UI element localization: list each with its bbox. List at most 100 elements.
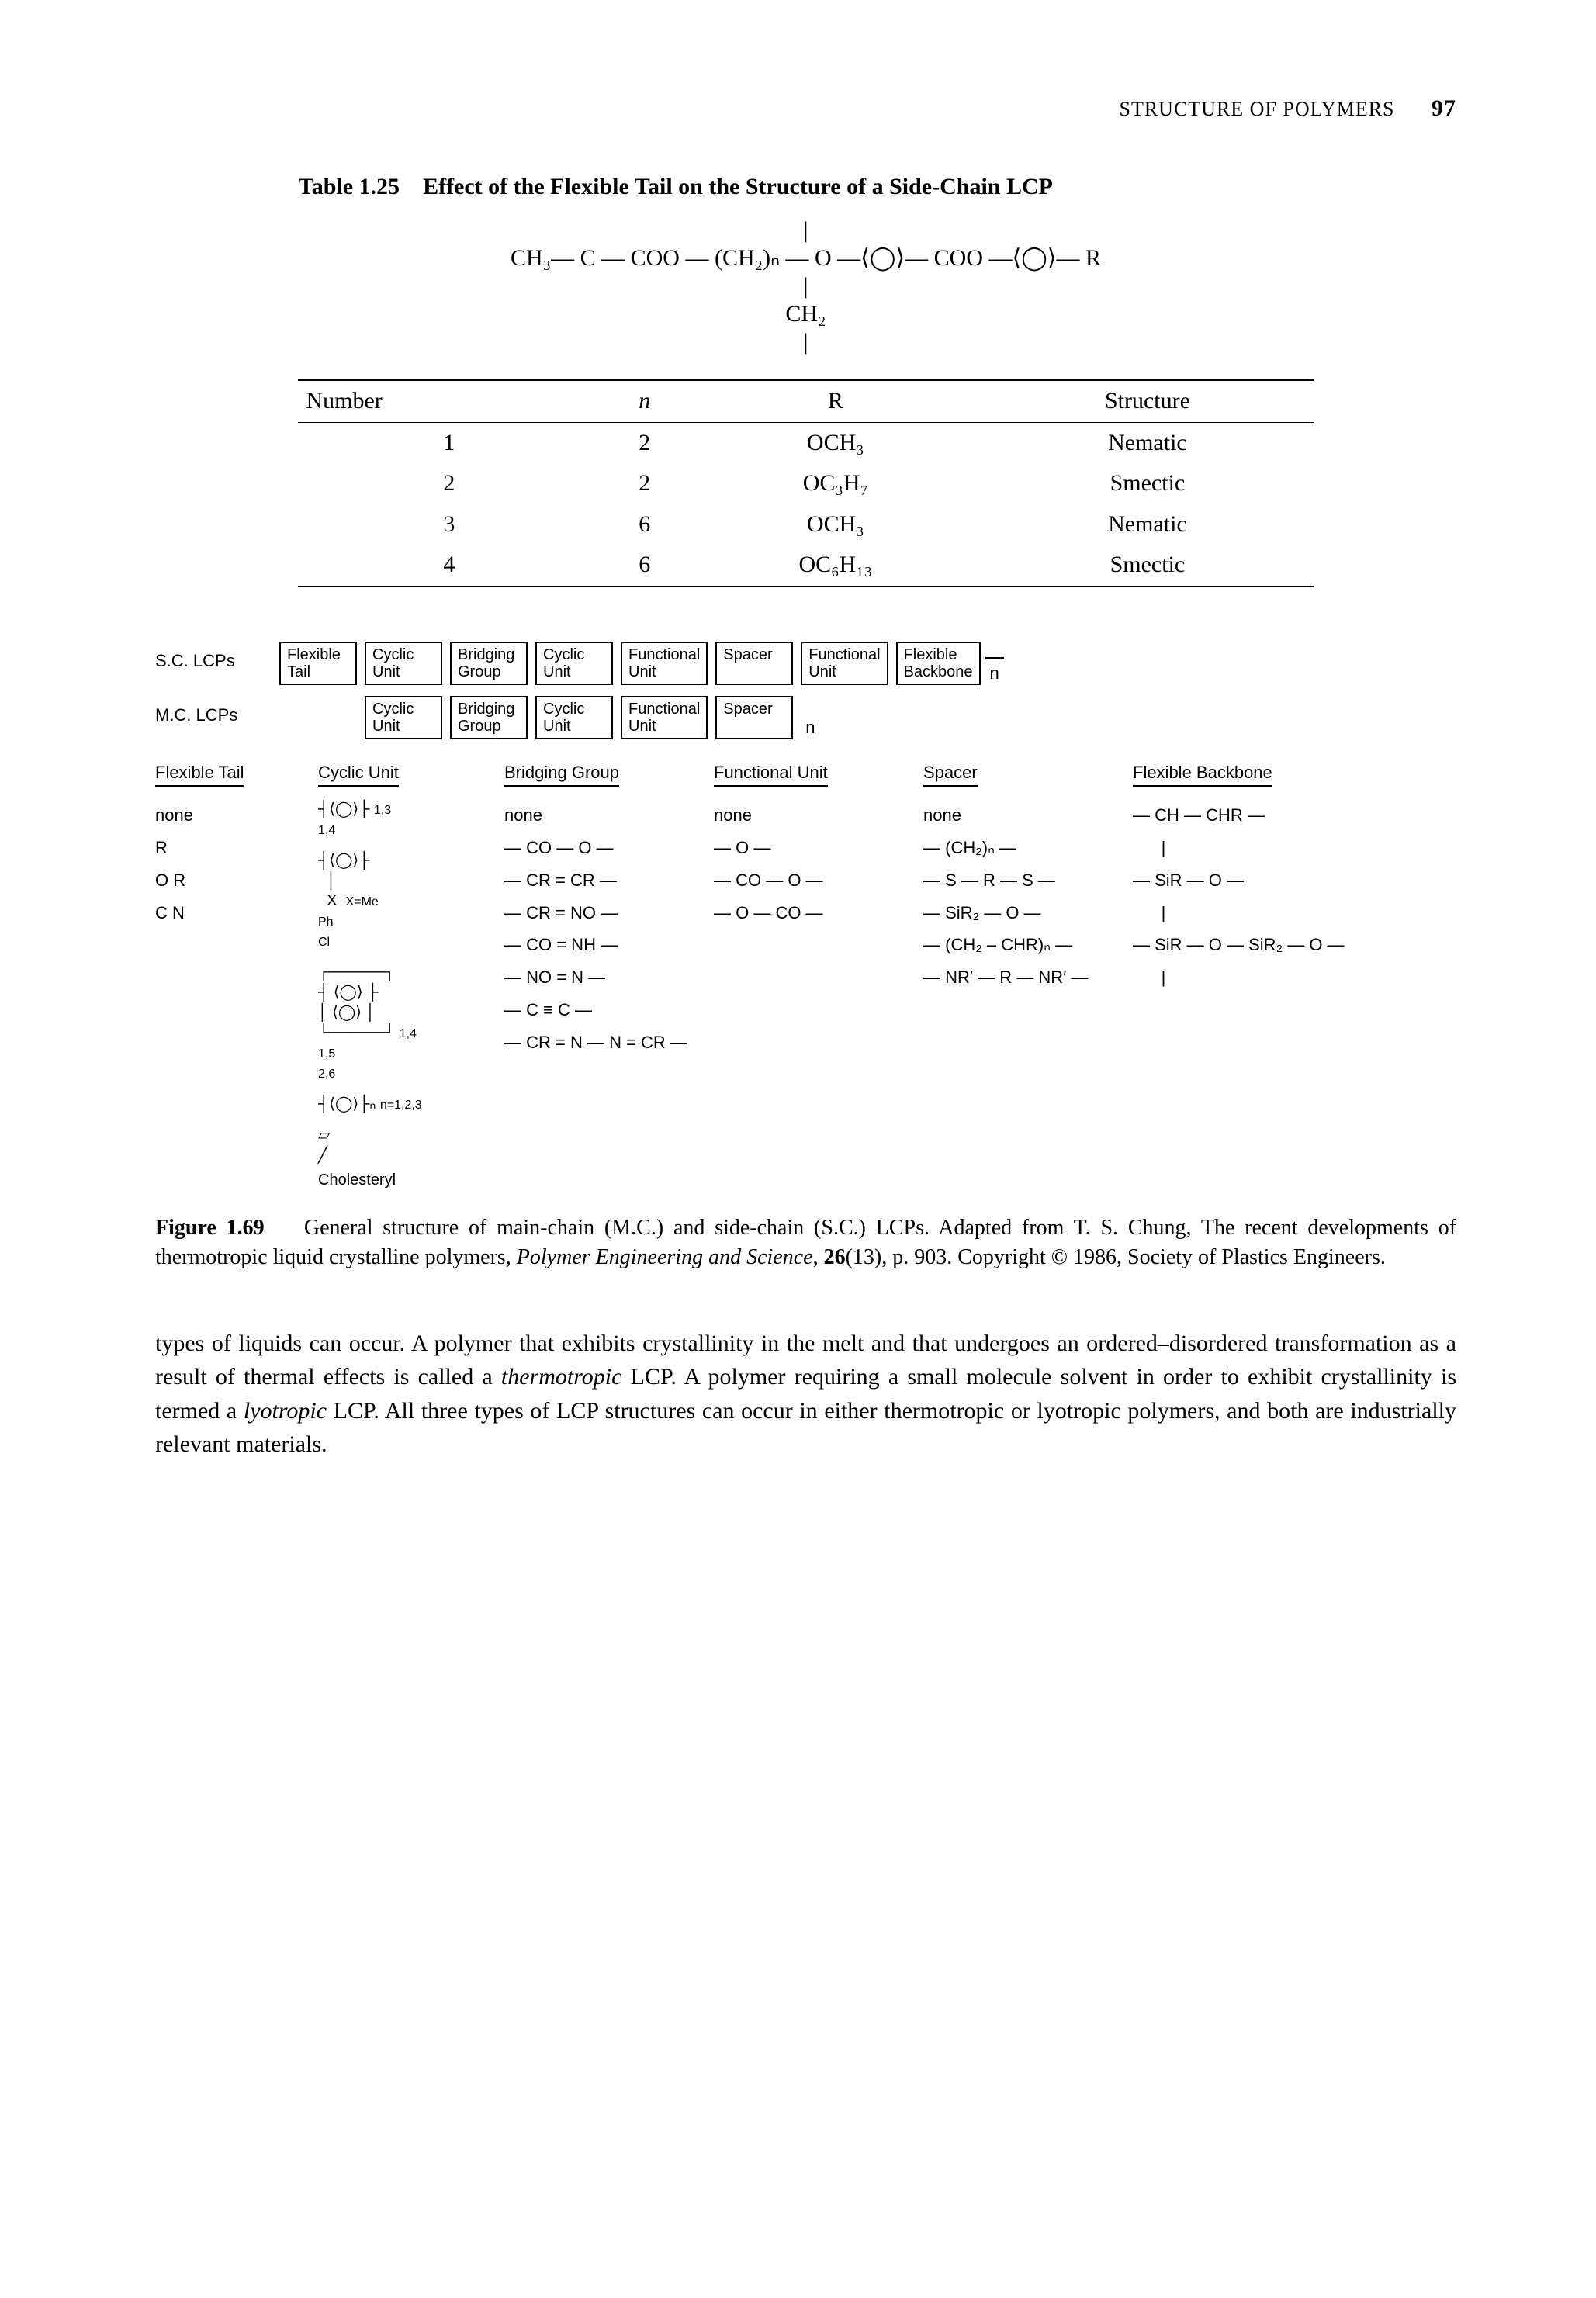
col-header: Structure — [981, 380, 1313, 422]
table-cell: Smectic — [981, 545, 1313, 587]
note: 1,3 1,4 — [318, 804, 391, 837]
col-item: C N — [155, 897, 310, 929]
caption-vol: 26 — [824, 1245, 846, 1269]
col-item: — CR = N — N = CR — — [504, 1026, 706, 1059]
page-number: 97 — [1432, 95, 1456, 121]
caption-italic: Polymer Engineering and Science — [517, 1245, 813, 1269]
schematic-box: Functional Unit — [621, 696, 708, 739]
table-cell: Nematic — [981, 422, 1313, 463]
table-cell: Smectic — [981, 463, 1313, 504]
table-cell: OCH₃ — [689, 504, 981, 545]
note: X=Me Ph Cl — [318, 895, 379, 949]
columns-grid: Flexible Tail Cyclic Unit Bridging Group… — [155, 761, 1456, 1191]
table-cell: 3 — [298, 504, 600, 545]
col-item: — NR′ — R — NR′ — — [923, 961, 1125, 994]
n-label: n — [801, 713, 819, 739]
chem-line: CH₂ — [298, 300, 1313, 328]
table-cell: 2 — [298, 463, 600, 504]
table-cell: OC₆H₁₃ — [689, 545, 981, 587]
spacer-col: none— (CH₂)ₙ —— S — R — S —— SiR₂ — O ——… — [923, 799, 1125, 994]
col-item: — NO = N — — [504, 961, 706, 994]
col-item: — O — — [714, 832, 916, 864]
table-cell: 2 — [600, 463, 689, 504]
col-head: Spacer — [923, 761, 978, 787]
sc-row: S.C. LCPs Flexible TailCyclic UnitBridgi… — [155, 642, 1456, 685]
col-item: — S — R — S — — [923, 864, 1125, 897]
col-item: none — [923, 799, 1125, 832]
table-cell: Nematic — [981, 504, 1313, 545]
col-item: — CH — CHR — | — [1133, 799, 1350, 864]
col-head: Cyclic Unit — [318, 761, 399, 787]
col-header: Number — [298, 380, 600, 422]
chem-line: | — [298, 272, 1313, 300]
n-label: n — [985, 657, 1004, 685]
col-head: Bridging Group — [504, 761, 619, 787]
table-block: Table 1.25 Effect of the Flexible Tail o… — [298, 171, 1313, 587]
col-item: — (CH₂)ₙ — — [923, 832, 1125, 864]
col-head: Flexible Backbone — [1133, 761, 1272, 787]
para-italic: lyotropic — [244, 1398, 327, 1424]
table-title: Effect of the Flexible Tail on the Struc… — [423, 174, 1053, 199]
col-item: R — [155, 832, 310, 864]
schematic-box: Spacer — [715, 696, 793, 739]
data-table: Number n R Structure 12OCH₃Nematic22OC₃H… — [298, 379, 1313, 587]
schematic-box: Functional Unit — [801, 642, 888, 685]
schematic-box: Bridging Group — [450, 642, 528, 685]
running-title: STRUCTURE OF POLYMERS — [1119, 98, 1394, 120]
note: 1,4 1,5 2,6 — [318, 1027, 417, 1081]
col-head: Flexible Tail — [155, 761, 244, 787]
table-cell: 6 — [600, 545, 689, 587]
col-item: — SiR₂ — O — — [923, 897, 1125, 929]
schematic-box: Cyclic Unit — [535, 696, 613, 739]
mc-row: M.C. LCPs Cyclic UnitBridging GroupCycli… — [155, 696, 1456, 739]
para-italic: thermotropic — [501, 1364, 622, 1390]
col-header: R — [689, 380, 981, 422]
sc-label: S.C. LCPs — [155, 642, 272, 673]
col-item: none — [504, 799, 706, 832]
chemical-structure: | CH₃— C — COO — (CH₂)ₙ — O —⟨◯⟩— COO —⟨… — [298, 216, 1313, 356]
schematic-rows: S.C. LCPs Flexible TailCyclic UnitBridgi… — [155, 642, 1456, 739]
schematic-box: Cyclic Unit — [365, 642, 442, 685]
figure-block: S.C. LCPs Flexible TailCyclic UnitBridgi… — [155, 642, 1456, 1272]
chem-line: | — [298, 216, 1313, 244]
table-cell: 1 — [298, 422, 600, 463]
table-cell: OCH₃ — [689, 422, 981, 463]
col-item: — C ≡ C — — [504, 994, 706, 1026]
table-cell: OC₃H₇ — [689, 463, 981, 504]
table-label: Table 1.25 — [298, 174, 400, 199]
schematic-box: Flexible Backbone — [896, 642, 981, 685]
flexible-tail-col: noneRO RC N — [155, 799, 310, 929]
functional-unit-col: none— O —— CO — O —— O — CO — — [714, 799, 916, 929]
col-item: — O — CO — — [714, 897, 916, 929]
schematic-box: Cyclic Unit — [365, 696, 442, 739]
schematic-box: Bridging Group — [450, 696, 528, 739]
col-item: — CR = NO — — [504, 897, 706, 929]
schematic-box: Functional Unit — [621, 642, 708, 685]
cyclic-unit-col: ┤⟨◯⟩├ 1,3 1,4 ┤⟨◯⟩├ │ X X=Me Ph Cl ┌────… — [318, 799, 497, 1190]
chem-line: CH₃— C — COO — (CH₂)ₙ — O —⟨◯⟩— COO —⟨◯⟩… — [298, 244, 1313, 272]
col-item: — CO — O — — [504, 832, 706, 864]
table-caption: Table 1.25 Effect of the Flexible Tail o… — [298, 171, 1313, 203]
cholesteryl-label: Cholesteryl — [318, 1170, 497, 1190]
col-item: none — [714, 799, 916, 832]
col-header: n — [600, 380, 689, 422]
table-cell: 4 — [298, 545, 600, 587]
figure-caption: Figure 1.69 General structure of main-ch… — [155, 1213, 1456, 1272]
flexible-backbone-col: — CH — CHR — |— SiR — O — |— SiR — O — S… — [1133, 799, 1350, 994]
caption-text: (13), p. 903. Copyright © 1986, Society … — [846, 1245, 1386, 1269]
note: n=1,2,3 — [380, 1099, 422, 1112]
mc-label: M.C. LCPs — [155, 696, 272, 727]
col-item: O R — [155, 864, 310, 897]
schematic-box: Cyclic Unit — [535, 642, 613, 685]
col-item: — (CH₂ – CHR)ₙ — — [923, 929, 1125, 961]
schematic-box: Spacer — [715, 642, 793, 685]
chem-line: | — [298, 328, 1313, 356]
table-cell: 6 — [600, 504, 689, 545]
running-header: STRUCTURE OF POLYMERS 97 — [155, 93, 1456, 125]
figure-label: Figure 1.69 — [155, 1216, 265, 1240]
col-item: none — [155, 799, 310, 832]
schematic-box: Flexible Tail — [279, 642, 357, 685]
para-text: LCP. All three types of LCP structures c… — [155, 1398, 1456, 1458]
col-item: — CR = CR — — [504, 864, 706, 897]
col-item: — SiR — O — | — [1133, 864, 1350, 929]
